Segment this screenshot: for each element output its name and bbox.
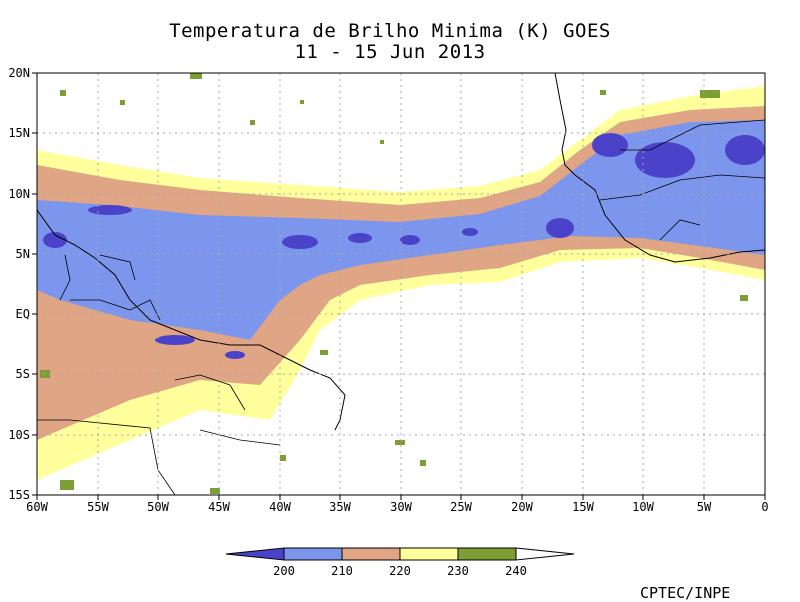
graticule [37, 73, 765, 495]
band-200 [43, 133, 765, 359]
lon-label: 20W [511, 500, 533, 514]
map-title: Temperatura de Brilho Minima (K) GOES [169, 20, 611, 42]
color-legend [225, 547, 575, 561]
lat-label: 10S [8, 428, 30, 442]
lon-label: 15W [572, 500, 594, 514]
lat-label: 20N [8, 66, 30, 80]
lon-label: 45W [208, 500, 230, 514]
lat-label: EQ [16, 307, 30, 321]
lon-label: 40W [269, 500, 291, 514]
lon-label: 30W [390, 500, 412, 514]
legend-label: 220 [389, 564, 411, 578]
lat-label: 15S [8, 488, 30, 502]
lat-label: 10N [8, 187, 30, 201]
lon-label: 5W [697, 500, 712, 514]
credit-label: CPTEC/INPE [640, 584, 731, 602]
lat-label: 5S [16, 367, 30, 381]
lon-label: 35W [329, 500, 351, 514]
legend-swatch-above-240 [515, 547, 575, 561]
legend-swatch-210-220 [341, 547, 401, 561]
legend-label: 210 [331, 564, 353, 578]
legend-swatch-220-230 [399, 547, 459, 561]
lon-label: 0 [761, 500, 768, 514]
lon-label: 50W [147, 500, 169, 514]
lon-label: 60W [26, 500, 48, 514]
tick-marks [32, 72, 766, 500]
legend-label: 200 [273, 564, 295, 578]
map-date-range: 11 - 15 Jun 2013 [294, 41, 486, 63]
lat-labels: 20N 15N 10N 5N EQ 5S 10S 15S [8, 66, 30, 502]
lon-label: 55W [87, 500, 109, 514]
legend-labels: 200 210 220 230 240 [273, 564, 527, 578]
lat-label: 5N [16, 247, 30, 261]
lon-label: 10W [632, 500, 654, 514]
legend-label: 240 [505, 564, 527, 578]
legend-swatch-below-200 [225, 547, 285, 561]
lon-label: 25W [450, 500, 472, 514]
lon-labels: 60W 55W 50W 45W 40W 35W 30W 25W 20W 15W … [26, 500, 768, 514]
country-borders [37, 119, 765, 495]
legend-swatch-200-210 [283, 547, 343, 561]
legend-swatch-230-240 [457, 547, 517, 561]
lat-label: 15N [8, 126, 30, 140]
legend-label: 230 [447, 564, 469, 578]
south-america-coastline [37, 209, 346, 431]
